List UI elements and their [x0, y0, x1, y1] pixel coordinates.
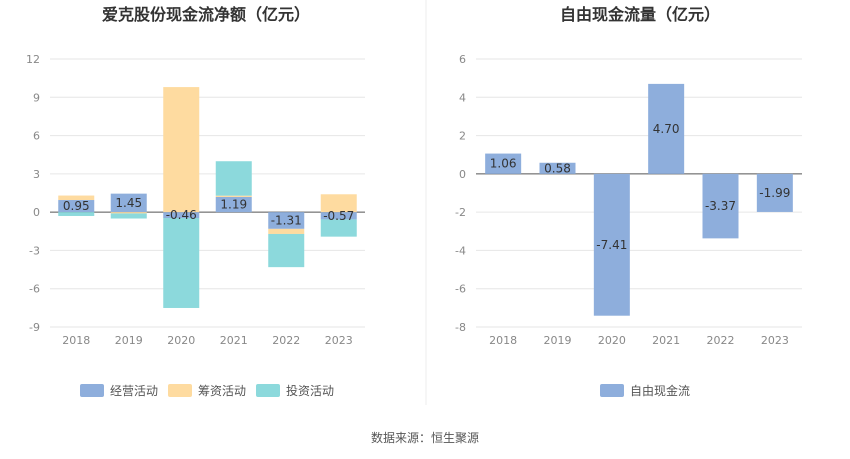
net-cashflow-chart: 爱克股份现金流净额（亿元） 12 9 6 3 0 -3 -6 -9 2018 2019 2020 202…	[26, 5, 365, 398]
bar-筹资活动-2020	[163, 87, 200, 213]
data-label: 1.06	[490, 157, 517, 171]
bar-经营活动-2022	[268, 212, 305, 229]
x-tick-label: 2023	[325, 334, 353, 347]
legend-swatch	[600, 384, 624, 397]
y-tick-label: -3	[29, 244, 40, 257]
data-label: -1.31	[271, 214, 302, 228]
x-tick-label: 2020	[167, 334, 195, 347]
legend-swatch	[80, 384, 104, 397]
y-tick-label: -6	[455, 283, 466, 296]
chart-title: 自由现金流量（亿元）	[560, 5, 720, 24]
bar-自由现金流-2020	[593, 173, 630, 316]
bar-经营活动-2023	[320, 212, 357, 220]
y-tick-label: 0	[459, 168, 466, 181]
bar-投资活动-2023	[320, 219, 357, 237]
bar-筹资活动-2021	[215, 195, 252, 197]
bar-自由现金流-2023	[756, 173, 793, 212]
bar-筹资活动-2019	[110, 212, 147, 214]
legend-label: 筹资活动	[198, 384, 246, 398]
x-tick-label: 2023	[761, 334, 789, 347]
data-label: 4.70	[653, 122, 680, 136]
bar-自由现金流-2019	[539, 162, 576, 174]
x-tick-label: 2018	[489, 334, 517, 347]
y-tick-label: 9	[33, 91, 40, 104]
legend-label: 经营活动	[110, 384, 158, 398]
legend-label: 投资活动	[286, 383, 334, 398]
x-tick-label: 2019	[115, 334, 143, 347]
legend-swatch	[168, 384, 192, 397]
x-tick-label: 2022	[272, 334, 300, 347]
x-tick-label: 2020	[598, 334, 626, 347]
bar-自由现金流-2018	[485, 153, 522, 174]
bar-经营活动-2018	[58, 200, 95, 213]
legend-swatch	[256, 384, 280, 397]
legend-label: 自由现金流	[630, 383, 690, 398]
free-cashflow-chart: 自由现金流量（亿元） 6 4 2 0 -2 -4 -6 -8 2018 2019 2020 2021 20…	[455, 5, 802, 398]
y-tick-label: -4	[455, 244, 466, 257]
data-label: -0.57	[323, 209, 354, 223]
x-tick-label: 2019	[544, 334, 572, 347]
bar-自由现金流-2021	[648, 83, 685, 174]
bar-投资活动-2018	[58, 212, 95, 216]
data-label: 1.19	[220, 198, 247, 212]
x-tick-label: 2021	[220, 334, 248, 347]
y-tick-label: 6	[33, 130, 40, 143]
bar-投资活动-2019	[110, 213, 147, 219]
bar-投资活动-2020	[163, 218, 200, 308]
y-tick-label: 3	[33, 168, 40, 181]
data-label: 0.95	[63, 199, 90, 213]
y-tick-label: 4	[459, 91, 466, 104]
data-label: -0.46	[166, 208, 197, 222]
data-label: 0.58	[544, 161, 571, 175]
y-tick-label: 0	[33, 206, 40, 219]
x-tick-label: 2018	[62, 334, 90, 347]
bar-筹资活动-2023	[320, 194, 357, 213]
bar-投资活动-2021	[215, 161, 252, 196]
bar-经营活动-2021	[215, 196, 252, 213]
bar-经营活动-2019	[110, 193, 147, 213]
bar-筹资活动-2018	[58, 195, 95, 201]
bar-经营活动-2020	[163, 212, 200, 219]
x-tick-label: 2021	[652, 334, 680, 347]
y-tick-label: -6	[29, 283, 40, 296]
data-label: -3.37	[705, 199, 736, 213]
data-label: -7.41	[596, 238, 627, 252]
y-tick-label: 2	[459, 130, 466, 143]
data-source-note: 数据来源：恒生聚源	[371, 430, 479, 445]
data-label: -1.99	[759, 186, 790, 200]
bar-筹资活动-2022	[268, 228, 305, 234]
bar-自由现金流-2022	[702, 173, 739, 239]
y-tick-label: 6	[459, 53, 466, 66]
chart-title: 爱克股份现金流净额（亿元）	[102, 5, 310, 24]
y-tick-label: -2	[455, 206, 466, 219]
y-tick-label: -8	[455, 321, 466, 334]
data-label: 1.45	[115, 196, 142, 210]
bar-投资活动-2022	[268, 233, 305, 268]
x-tick-label: 2022	[707, 334, 735, 347]
y-tick-label: -9	[29, 321, 40, 334]
y-tick-label: 12	[26, 53, 40, 66]
